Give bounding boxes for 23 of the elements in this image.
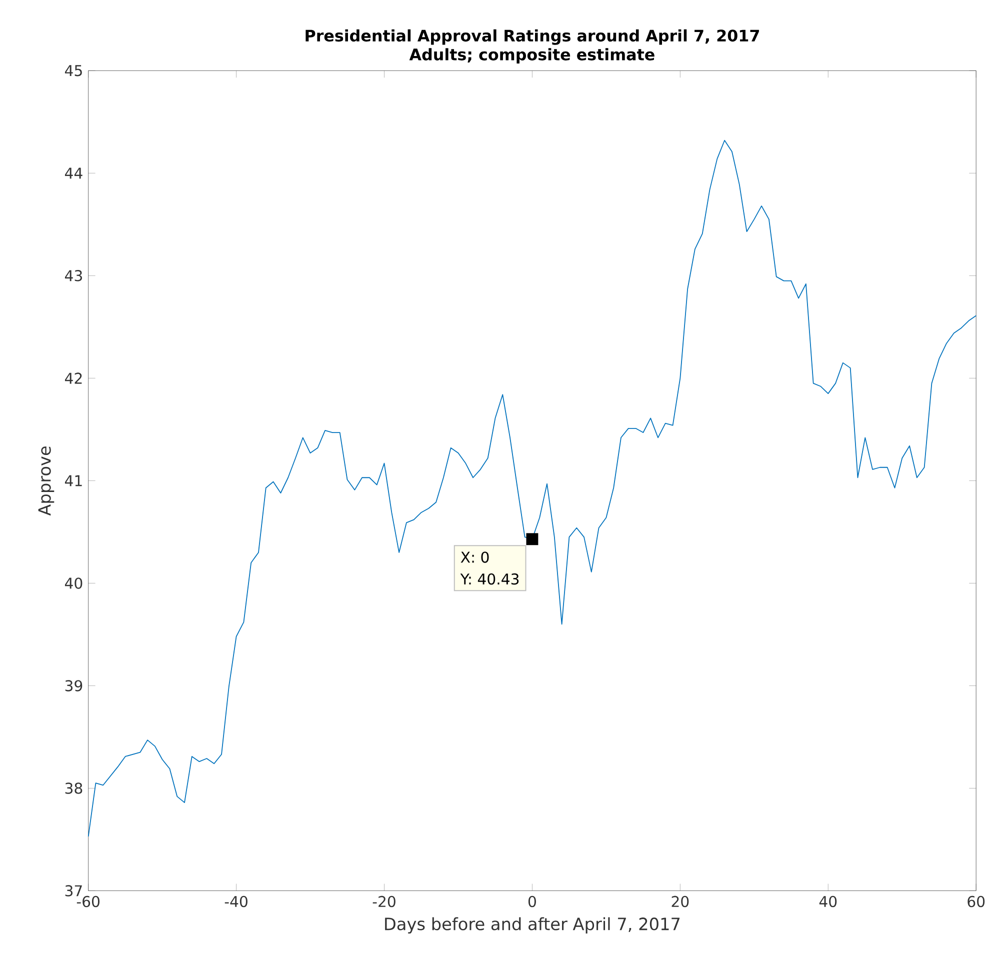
- y-tick-label: 43: [64, 270, 82, 282]
- y-tick-label: 42: [64, 372, 82, 384]
- y-tick-label: 40: [64, 577, 82, 589]
- y-tick-label: 38: [65, 782, 82, 794]
- y-tick-label: 45: [64, 64, 82, 76]
- chart-title: Presidential Approval Ratings around April 7, 2017: [306, 29, 759, 45]
- y-tick-label: 37: [65, 884, 82, 896]
- x-axis-title: Days before and after April 7, 2017: [385, 917, 680, 934]
- x-tick-label: -20: [372, 896, 396, 907]
- y-tick-label: 41: [64, 475, 82, 486]
- x-tick-label: 40: [819, 896, 837, 907]
- annotation: Y: 40.43: [460, 573, 519, 584]
- y-tick-label: 44: [64, 168, 82, 178]
- x-tick-label: 20: [672, 896, 689, 907]
- x-tick-label: -60: [76, 896, 100, 907]
- x-tick-label: -40: [224, 896, 248, 907]
- chart-subtitle: Adults; composite estimate: [409, 48, 654, 64]
- annotation: X: 0: [460, 551, 489, 563]
- x-tick-label: 60: [968, 896, 985, 907]
- line-series: [88, 140, 977, 837]
- y-axis-title: Approve: [38, 446, 54, 516]
- x-tick-label: 0: [528, 896, 536, 907]
- y-tick-label: 39: [65, 680, 82, 692]
